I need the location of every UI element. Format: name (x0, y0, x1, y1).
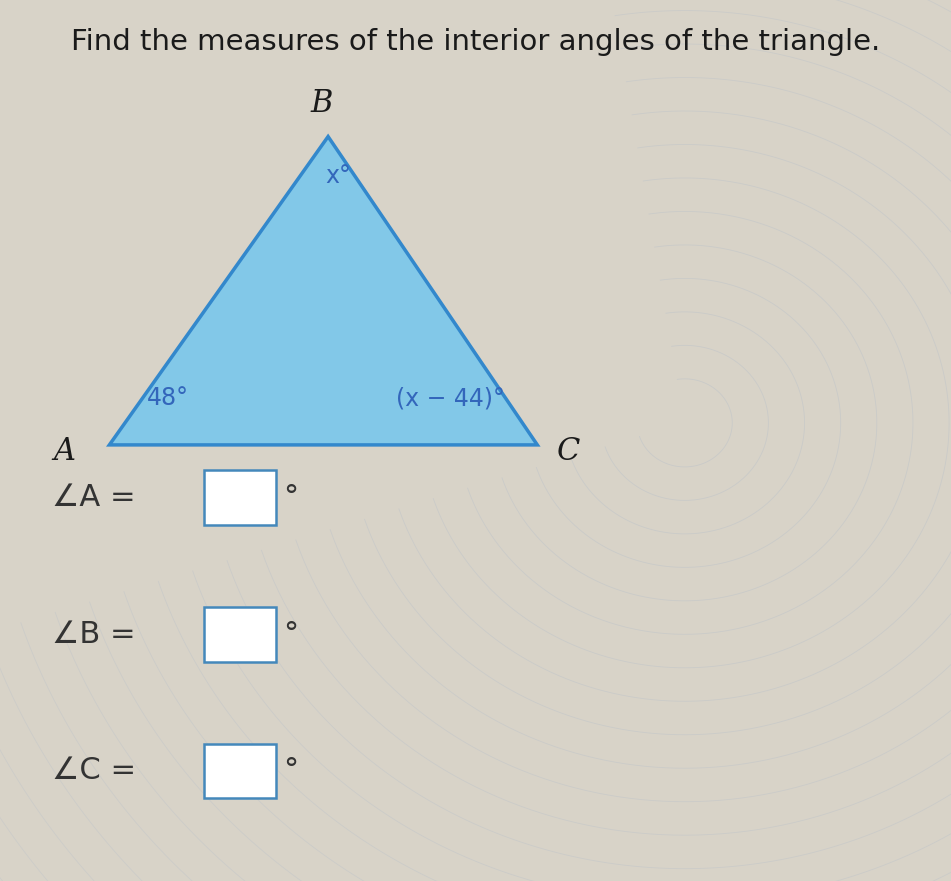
Text: ∠C =: ∠C = (52, 757, 136, 785)
Text: °: ° (283, 620, 299, 648)
Polygon shape (109, 137, 537, 445)
Text: (x − 44)°: (x − 44)° (397, 386, 505, 411)
Text: °: ° (283, 757, 299, 785)
Text: °: ° (283, 484, 299, 512)
Text: ∠B =: ∠B = (52, 620, 136, 648)
Text: 48°: 48° (146, 386, 188, 411)
Text: C: C (557, 436, 580, 468)
Bar (204, 607, 276, 662)
Text: B: B (310, 88, 333, 120)
Bar (204, 470, 276, 525)
Text: A: A (53, 436, 76, 468)
Text: ∠A =: ∠A = (52, 484, 136, 512)
Text: x°: x° (325, 164, 352, 189)
Bar (204, 744, 276, 798)
Text: Find the measures of the interior angles of the triangle.: Find the measures of the interior angles… (71, 28, 880, 56)
